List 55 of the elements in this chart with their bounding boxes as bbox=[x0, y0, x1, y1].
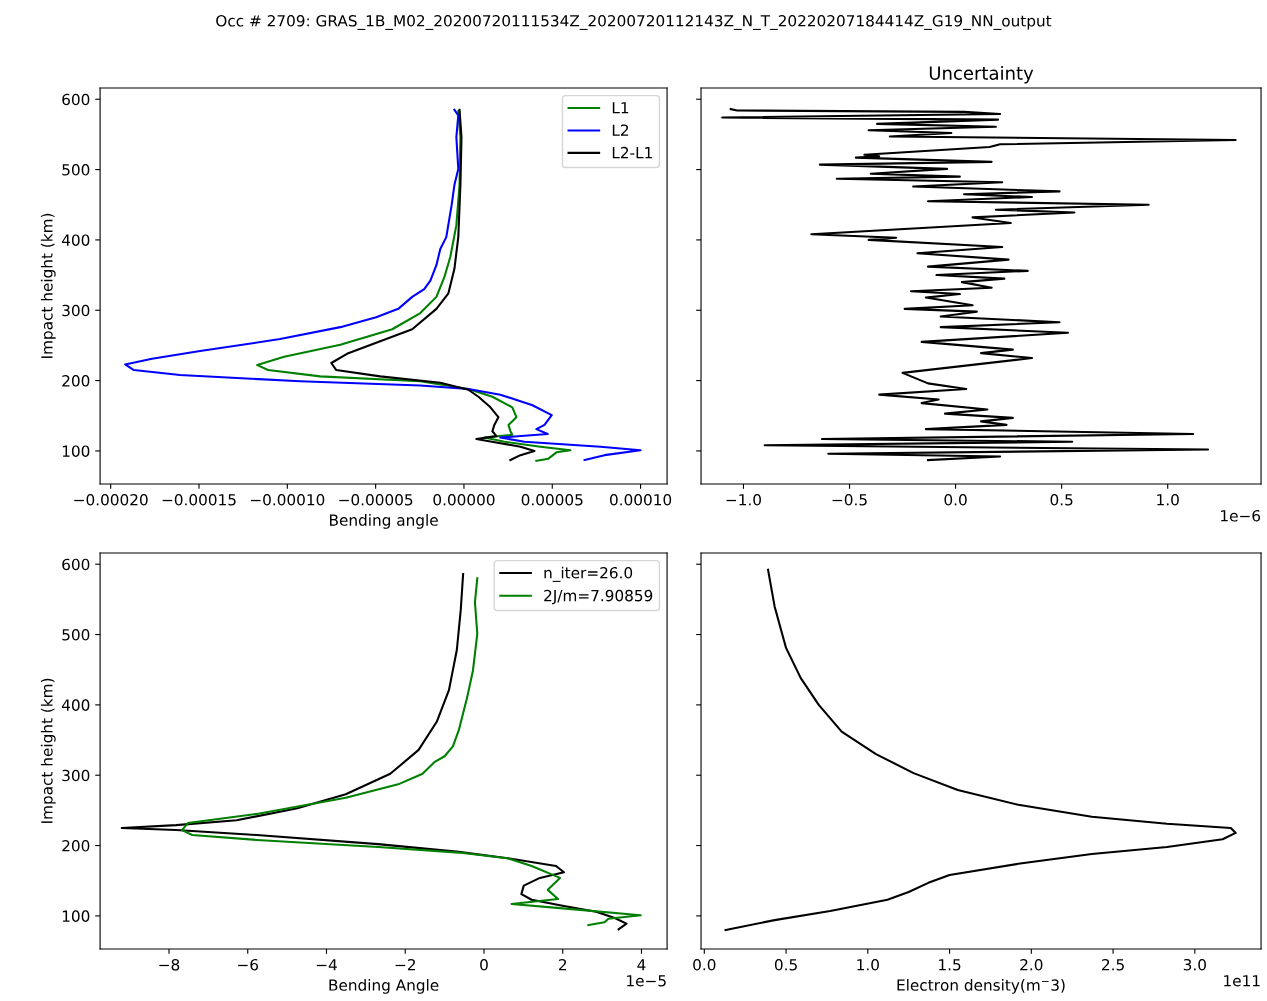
y-tick-label: 100 bbox=[62, 910, 90, 922]
x-tick-label: −0.00015 bbox=[162, 493, 236, 506]
x-tick-label: −4 bbox=[316, 959, 337, 971]
x-axis-title: Electron density(m$^{−}$3) bbox=[897, 979, 1065, 994]
y-tick-label: 600 bbox=[62, 558, 90, 571]
x-tick-label: −2 bbox=[395, 958, 415, 971]
legend-label: L1 bbox=[612, 102, 629, 114]
x-tick-label: −0.5 bbox=[832, 493, 867, 506]
x-tick-label: 1.0 bbox=[1157, 493, 1179, 506]
x-tick-label: 0.0 bbox=[693, 958, 716, 971]
x-tick-label: 2 bbox=[558, 958, 567, 971]
y-tick-label: 300 bbox=[62, 769, 90, 782]
x-tick-label: 4 bbox=[637, 959, 646, 971]
x-tick-label: −0.00005 bbox=[339, 493, 413, 506]
text: 1e−5 bbox=[627, 975, 666, 987]
legend-label: L2 bbox=[612, 124, 629, 136]
x-tick-label: −8 bbox=[159, 958, 180, 971]
y-tick-label: 200 bbox=[62, 840, 90, 852]
x-tick-label: 0.00010 bbox=[610, 493, 672, 506]
x-tick-label: 3.0 bbox=[1183, 958, 1206, 971]
x-tick-label: 0 bbox=[480, 958, 488, 971]
x-tick-label: 2.0 bbox=[1020, 958, 1043, 971]
y-tick-label: 500 bbox=[62, 629, 90, 641]
x-tick-label: 0.5 bbox=[774, 958, 797, 971]
y-tick-label: 100 bbox=[62, 445, 90, 457]
x-tick-label: 0.0 bbox=[944, 493, 967, 506]
x-tick-label: 0.00005 bbox=[521, 493, 583, 506]
line-series bbox=[330, 108, 536, 462]
y-axis-title: Impact height (km) bbox=[40, 213, 56, 358]
x-tick-label: 2.5 bbox=[1102, 958, 1124, 971]
y-tick-label: 300 bbox=[62, 304, 90, 317]
x-tick-label: 0.00000 bbox=[433, 493, 495, 506]
x-tick-label: 1.5 bbox=[939, 959, 961, 971]
line-series bbox=[256, 110, 572, 462]
chart-title: Uncertainty bbox=[929, 65, 1034, 84]
y-tick-label: 400 bbox=[61, 699, 90, 711]
x-tick-label: 0.5 bbox=[1050, 493, 1073, 506]
text: 1e11 bbox=[1224, 975, 1260, 987]
y-tick-label: 600 bbox=[62, 93, 90, 106]
x-tick-label: −1.0 bbox=[726, 493, 761, 506]
y-tick-label: 400 bbox=[61, 234, 90, 246]
y-axis-title: Impact height (km) bbox=[40, 678, 56, 823]
legend-label: n_iter=26.0 bbox=[544, 566, 633, 582]
legend-label: L2-L1 bbox=[612, 146, 652, 159]
chart-title: Occ # 2709: GRAS_1B_M02_20200720111534Z_20200720112143Z_N_T_20220207184414Z_G19_NN_output bbox=[216, 15, 1052, 30]
x-tick-label: 1.0 bbox=[857, 958, 879, 971]
y-tick-label: 500 bbox=[62, 164, 90, 176]
x-axis-title: Bending Angle bbox=[329, 979, 439, 994]
x-axis-title: Bending angle bbox=[330, 514, 438, 529]
text: 1e−6 bbox=[1221, 509, 1261, 522]
legend-label: 2J/m=7.90859 bbox=[544, 589, 653, 605]
y-tick-label: 200 bbox=[62, 375, 90, 387]
x-tick-label: −0.00020 bbox=[74, 493, 148, 506]
x-tick-label: −0.00010 bbox=[250, 493, 325, 506]
x-tick-label: −6 bbox=[238, 958, 259, 971]
